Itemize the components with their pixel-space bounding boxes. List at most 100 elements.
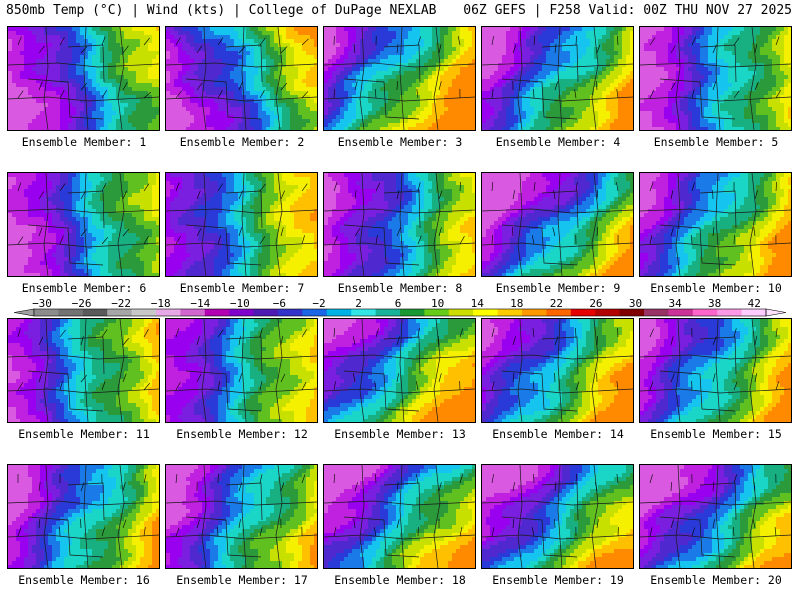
colorbar-segment: [644, 309, 669, 316]
map-title: 850mb Temp (°C) | Wind (kts) | College o…: [6, 3, 436, 18]
state-borders: [8, 173, 159, 276]
colorbar-min-arrow: [14, 308, 35, 317]
colorbar-segment: [326, 309, 352, 316]
colorbar-segment: [741, 309, 767, 316]
ensemble-member-label: Ensemble Member: 6: [5, 281, 163, 295]
ensemble-member-map: [481, 172, 634, 277]
ensemble-member-label: Ensemble Member: 12: [163, 427, 321, 441]
state-borders: [166, 465, 317, 568]
state-borders: [166, 173, 317, 276]
temperature-field: [482, 465, 633, 568]
colorbar-max-arrow: [765, 308, 786, 317]
wind-barbs: [175, 182, 308, 245]
colorbar-segment: [351, 309, 376, 316]
temperature-field: [8, 465, 159, 568]
ensemble-member-label: Ensemble Member: 3: [321, 135, 479, 149]
state-borders: [640, 465, 791, 568]
ensemble-member-label: Ensemble Member: 8: [321, 281, 479, 295]
colorbar-segment: [448, 309, 474, 316]
temperature-field: [324, 27, 475, 130]
colorbar-segment: [375, 309, 401, 316]
wind-barbs: [491, 327, 619, 391]
ensemble-member-label: Ensemble Member: 1: [5, 135, 163, 149]
wind-barbs: [333, 35, 461, 99]
state-borders: [166, 319, 317, 422]
colorbar-segment: [302, 309, 328, 316]
wind-barbs: [17, 328, 151, 391]
colorbar-segment: [107, 309, 132, 316]
colorbar-tick-label: −22: [111, 297, 131, 310]
ensemble-member-label: Ensemble Member: 13: [321, 427, 479, 441]
ensemble-member-label: Ensemble Member: 17: [163, 573, 321, 587]
ensemble-member-label: Ensemble Member: 4: [479, 135, 637, 149]
state-borders: [482, 465, 633, 568]
ensemble-member-map: [7, 26, 160, 131]
colorbar-tick-label: 26: [589, 297, 602, 310]
temperature-field: [8, 27, 159, 130]
wind-barbs: [17, 36, 152, 99]
colorbar-segment: [229, 309, 254, 316]
temperature-field: [482, 173, 633, 276]
ensemble-member-map: [7, 172, 160, 277]
colorbar-segment: [400, 309, 425, 316]
state-borders: [482, 27, 633, 130]
wind-barbs: [491, 35, 619, 99]
colorbar-tick-label: −30: [32, 297, 52, 310]
wind-barbs: [649, 36, 781, 99]
colorbar-tick-label: −10: [230, 297, 250, 310]
wind-barbs: [649, 473, 777, 537]
colorbar-tick-label: 22: [550, 297, 563, 310]
temperature-field: [8, 319, 159, 422]
ensemble-member-map: [165, 172, 318, 277]
state-borders: [640, 319, 791, 422]
colorbar-segment: [180, 309, 206, 316]
temperature-field: [640, 173, 791, 276]
state-borders: [324, 173, 475, 276]
temperature-field: [166, 319, 317, 422]
colorbar-segment: [156, 309, 181, 316]
state-borders: [8, 465, 159, 568]
colorbar-segment: [204, 309, 230, 316]
colorbar-segment: [668, 309, 694, 316]
colorbar-tick-label: −14: [190, 297, 210, 310]
state-borders: [8, 27, 159, 130]
colorbar-segment: [131, 309, 157, 316]
wind-barbs: [491, 473, 619, 537]
ensemble-member-label: Ensemble Member: 19: [479, 573, 637, 587]
ensemble-member-label: Ensemble Member: 10: [637, 281, 795, 295]
colorbar-tick-label: 18: [510, 297, 523, 310]
colorbar-tick-label: 14: [471, 297, 485, 310]
colorbar-tick-label: 2: [355, 297, 362, 310]
temperature-field: [482, 27, 633, 130]
ensemble-member-map: [7, 318, 160, 423]
colorbar-tick-label: −6: [273, 297, 286, 310]
colorbar-segment: [34, 309, 59, 316]
temperature-field: [166, 27, 317, 130]
temperature-field: [324, 465, 475, 568]
colorbar-segment: [473, 309, 498, 316]
ensemble-member-label: Ensemble Member: 16: [5, 573, 163, 587]
ensemble-member-label: Ensemble Member: 15: [637, 427, 795, 441]
colorbar-segment: [278, 309, 303, 316]
temperature-field: [640, 465, 791, 568]
wind-barbs: [649, 181, 777, 245]
ensemble-member-map: [323, 26, 476, 131]
ensemble-member-map: [639, 26, 792, 131]
state-borders: [324, 465, 475, 568]
ensemble-member-label: Ensemble Member: 11: [5, 427, 163, 441]
temperature-field: [640, 319, 791, 422]
colorbar-segment: [522, 309, 547, 316]
ensemble-member-map: [7, 464, 160, 569]
ensemble-member-map: [165, 26, 318, 131]
colorbar-tick-label: 38: [708, 297, 721, 310]
temperature-field: [324, 319, 475, 422]
colorbar-tick-label: 30: [629, 297, 642, 310]
ensemble-member-map: [481, 464, 634, 569]
colorbar-segment: [692, 309, 718, 316]
ensemble-member-label: Ensemble Member: 7: [163, 281, 321, 295]
wind-barbs: [175, 473, 306, 537]
colorbar-segment: [82, 309, 108, 316]
colorbar-tick-label: −26: [72, 297, 92, 310]
wind-barbs: [333, 327, 463, 391]
colorbar-segment: [619, 309, 645, 316]
